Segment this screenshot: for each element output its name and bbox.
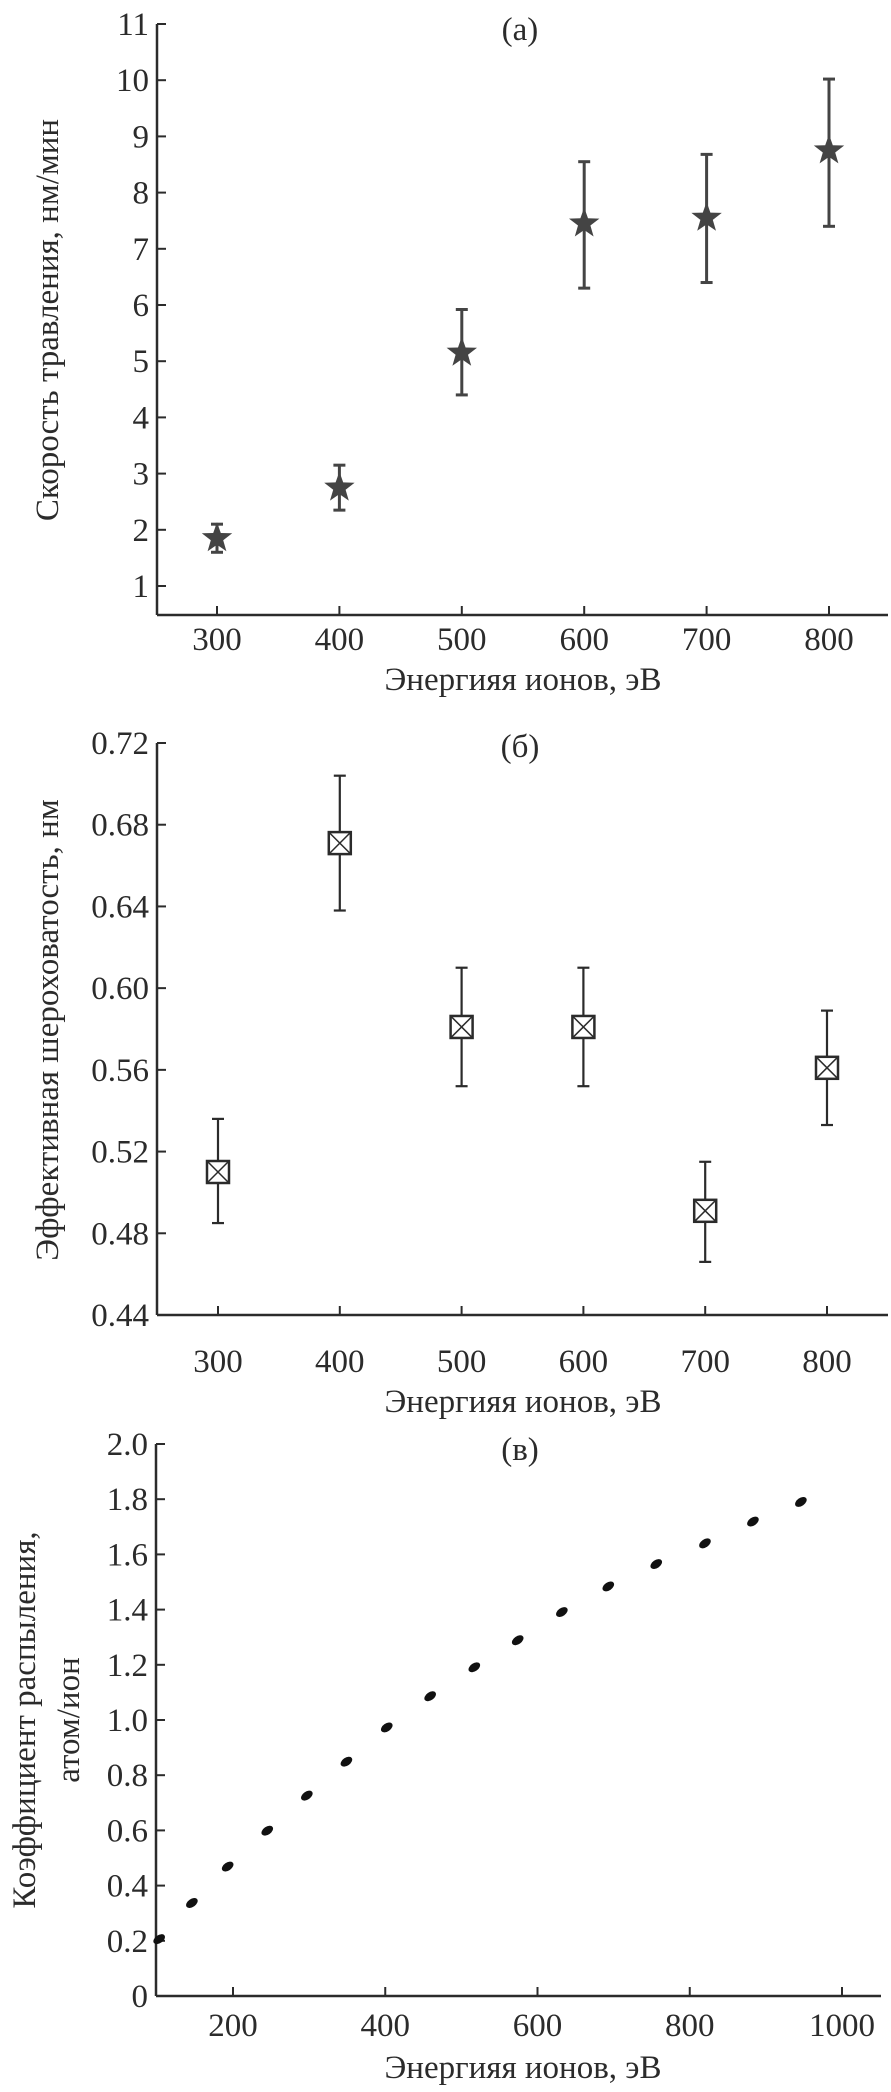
x-tick-label: 400 (315, 1344, 365, 1380)
data-point-dot (602, 1581, 615, 1592)
y-tick-label: 0.6 (107, 1813, 148, 1849)
x-tick-label: 400 (361, 2008, 411, 2044)
data-point-dot (650, 1559, 663, 1570)
data-point-square (571, 1014, 596, 1040)
y-tick-label: 7 (133, 232, 150, 268)
data-point-dot (699, 1538, 711, 1549)
y-axis-label: атом/ион (51, 1657, 87, 1783)
data-point-dot (511, 1635, 524, 1646)
y-tick-label: 5 (133, 344, 150, 380)
data-point-square (205, 1159, 231, 1185)
y-tick-label: 3 (133, 457, 150, 493)
data-point-dot (556, 1607, 568, 1618)
data-point-square (814, 1055, 840, 1081)
data-point-dot (795, 1496, 807, 1507)
panel-label: (a) (502, 12, 539, 48)
x-tick-label: 700 (680, 1344, 730, 1380)
chart-panel-2: 0.44 0.48 0.52 0.56 0.60 0.64 0.68 0.72 300 400 50… (30, 726, 888, 1420)
data-point-dot (380, 1722, 393, 1733)
x-tick-label: 400 (315, 622, 365, 658)
x-tick-label: 200 (208, 2008, 258, 2044)
data-point-star (691, 201, 722, 231)
data-point-star (201, 522, 233, 552)
y-axis-label: Скорость травления, нм/мин (30, 119, 66, 521)
y-tick-label: 1.6 (107, 1537, 148, 1573)
data-point-star (446, 336, 477, 366)
data-point-dot (153, 1934, 165, 1945)
data-point-square (692, 1198, 718, 1224)
y-tick-label: 2 (133, 513, 150, 549)
y-tick-label: 1.2 (107, 1648, 148, 1684)
y-tick-label: 0.72 (91, 726, 149, 762)
x-axis-label: Энергияя ионов, эВ (385, 2050, 662, 2086)
x-tick-label: 600 (559, 622, 609, 658)
x-tick-label: 600 (513, 2008, 563, 2044)
data-point-dot (261, 1825, 274, 1836)
data-point-star (813, 134, 845, 164)
x-tick-label: 700 (682, 622, 732, 658)
x-axis-label: Энергияя ионов, эВ (385, 1384, 662, 1420)
data-point-dot (424, 1691, 436, 1702)
y-axis-label: Эффективная шероховатость, нм (30, 799, 66, 1261)
x-tick-label: 1000 (809, 2008, 875, 2044)
x-axis-label: Энергияя ионов, эВ (385, 662, 662, 698)
y-tick-label: 0.4 (107, 1869, 148, 1905)
y-tick-label: 4 (133, 400, 150, 436)
data-point-square (449, 1014, 474, 1040)
y-tick-label: 0.8 (107, 1758, 148, 1794)
y-tick-label: 0.2 (107, 1924, 148, 1960)
y-tick-label: 0.68 (91, 808, 149, 844)
data-point-dot (340, 1756, 353, 1767)
y-tick-label: 9 (133, 119, 150, 155)
y-tick-label: 0.44 (91, 1298, 149, 1334)
x-tick-label: 800 (665, 2008, 715, 2044)
x-tick-label: 500 (437, 622, 487, 658)
chart-panel-3: 0 0.2 0.4 0.6 0.8 1.0 1.2 1.4 1.6 1.8 2.0 200 400 600… (7, 1427, 881, 2086)
x-tick-label: 300 (193, 1344, 243, 1380)
y-tick-label: 0 (132, 1979, 149, 2015)
data-point-star (569, 207, 600, 237)
data-point-star (324, 471, 355, 501)
y-tick-label: 10 (116, 63, 149, 99)
y-tick-label: 11 (117, 7, 149, 43)
x-tick-label: 300 (192, 622, 242, 658)
data-point-square (327, 830, 353, 856)
y-tick-label: 1.4 (107, 1593, 148, 1629)
data-point-dot (747, 1516, 759, 1527)
x-tick-label: 800 (804, 622, 854, 658)
data-point-dot (186, 1898, 198, 1908)
y-tick-label: 1.0 (107, 1703, 148, 1739)
y-tick-label: 1.8 (107, 1482, 148, 1518)
y-tick-label: 2.0 (107, 1427, 148, 1463)
y-tick-label: 0.52 (91, 1135, 149, 1171)
data-point-dot (301, 1790, 313, 1801)
y-tick-label: 0.56 (91, 1053, 149, 1089)
data-point-dot (221, 1861, 234, 1872)
y-tick-label: 0.60 (91, 971, 149, 1007)
y-tick-label: 1 (133, 569, 150, 605)
panel-label: (б) (501, 729, 540, 765)
x-tick-label: 800 (802, 1344, 852, 1380)
y-tick-label: 0.48 (91, 1216, 149, 1252)
data-point-dot (468, 1662, 481, 1673)
y-tick-label: 8 (133, 176, 150, 212)
y-axis-label: Коэффициент распыления, (7, 1531, 43, 1908)
panel-label: (в) (501, 1432, 539, 1468)
x-tick-label: 500 (437, 1344, 487, 1380)
y-tick-label: 0.64 (91, 889, 149, 925)
chart-panel-1: 1 2 3 4 5 6 7 8 9 10 11 300 400 500 600 700 800 (a) Энерги… (30, 7, 888, 698)
y-tick-label: 6 (133, 288, 150, 324)
x-tick-label: 600 (559, 1344, 609, 1380)
